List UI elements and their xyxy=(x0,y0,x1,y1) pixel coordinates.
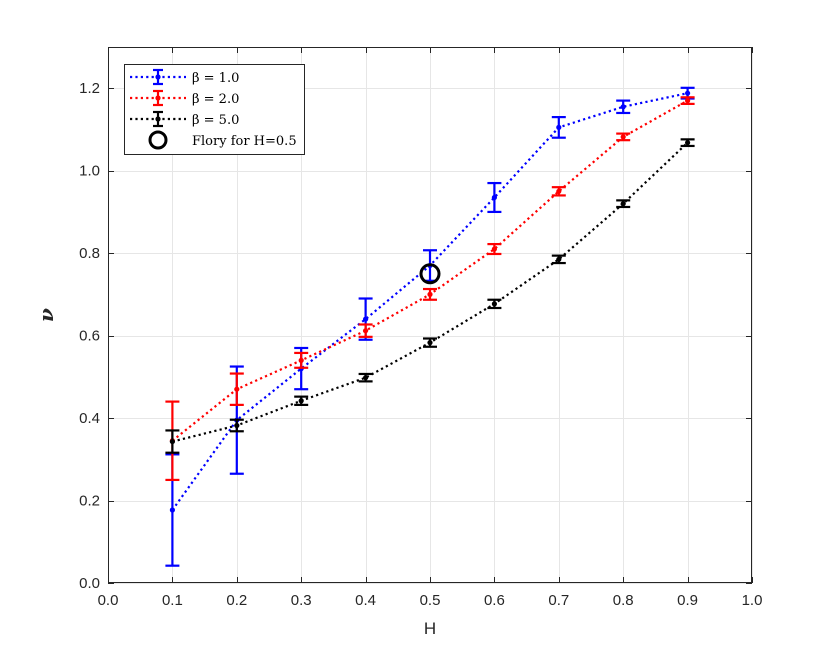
series-layer xyxy=(165,86,695,567)
legend-entry: β = 1.0 xyxy=(130,68,239,86)
data-point xyxy=(169,507,175,513)
x-tick-label: 0.0 xyxy=(98,592,119,609)
flory-marker xyxy=(419,263,441,285)
data-point xyxy=(234,386,240,392)
legend-box xyxy=(124,64,305,155)
legend-entry: Flory for H=0.5 xyxy=(148,130,297,150)
y-axis-title: ν xyxy=(34,308,58,322)
y-tick-label: 1.0 xyxy=(79,163,100,180)
data-point xyxy=(298,357,304,363)
data-point xyxy=(620,104,626,110)
legend-entry: β = 2.0 xyxy=(130,89,239,107)
x-tick-label: 0.3 xyxy=(291,592,312,609)
legend-label: β = 2.0 xyxy=(192,92,239,107)
legend-label: β = 1.0 xyxy=(192,71,239,86)
x-axis-ticks: 0.0 0.1 0.2 0.3 0.4 0.5 0.6 0.7 0.8 0.9 1.0 xyxy=(98,47,763,609)
data-point xyxy=(685,90,691,96)
data-point xyxy=(363,328,369,334)
x-axis-title: H xyxy=(424,619,436,638)
y-tick-label: 0.8 xyxy=(79,245,100,262)
data-point xyxy=(556,124,562,130)
series-2 xyxy=(165,96,695,482)
legend-label: β = 5.0 xyxy=(192,113,239,128)
legend: β = 1.0 β = 2.0 β = 5.0 Flory for H=0.5 xyxy=(124,64,305,155)
data-point xyxy=(234,422,240,429)
data-point xyxy=(685,140,691,146)
x-tick-label: 0.2 xyxy=(226,592,247,609)
data-point xyxy=(685,98,691,104)
y-tick-label: 1.2 xyxy=(79,80,100,97)
x-tick-label: 0.8 xyxy=(613,592,634,609)
x-tick-label: 0.6 xyxy=(484,592,505,609)
data-point xyxy=(491,301,497,307)
data-point xyxy=(363,316,369,322)
series-3 xyxy=(165,138,695,454)
data-point xyxy=(556,256,562,262)
data-point xyxy=(491,246,497,252)
data-point xyxy=(169,438,175,445)
x-tick-label: 0.7 xyxy=(548,592,569,609)
legend-entry: β = 5.0 xyxy=(130,110,239,128)
data-point xyxy=(556,188,562,194)
data-point xyxy=(427,291,433,297)
y-tick-label: 0.0 xyxy=(79,575,100,592)
data-point xyxy=(491,194,497,201)
x-tick-label: 0.9 xyxy=(677,592,698,609)
y-tick-label: 0.4 xyxy=(79,410,100,427)
y-tick-label: 0.2 xyxy=(79,493,100,510)
x-tick-label: 0.5 xyxy=(420,592,441,609)
x-tick-label: 0.1 xyxy=(162,592,183,609)
y-tick-label: 0.6 xyxy=(79,328,100,345)
data-point xyxy=(620,201,626,207)
x-tick-label: 0.4 xyxy=(355,592,376,609)
x-tick-label: 1.0 xyxy=(742,592,763,609)
data-point xyxy=(427,340,433,346)
data-point xyxy=(620,134,626,140)
data-point xyxy=(363,375,369,381)
y-axis-ticks: 0.0 0.2 0.4 0.6 0.8 1.0 1.2 xyxy=(79,80,752,592)
legend-label: Flory for H=0.5 xyxy=(192,134,297,149)
data-point xyxy=(298,398,304,404)
